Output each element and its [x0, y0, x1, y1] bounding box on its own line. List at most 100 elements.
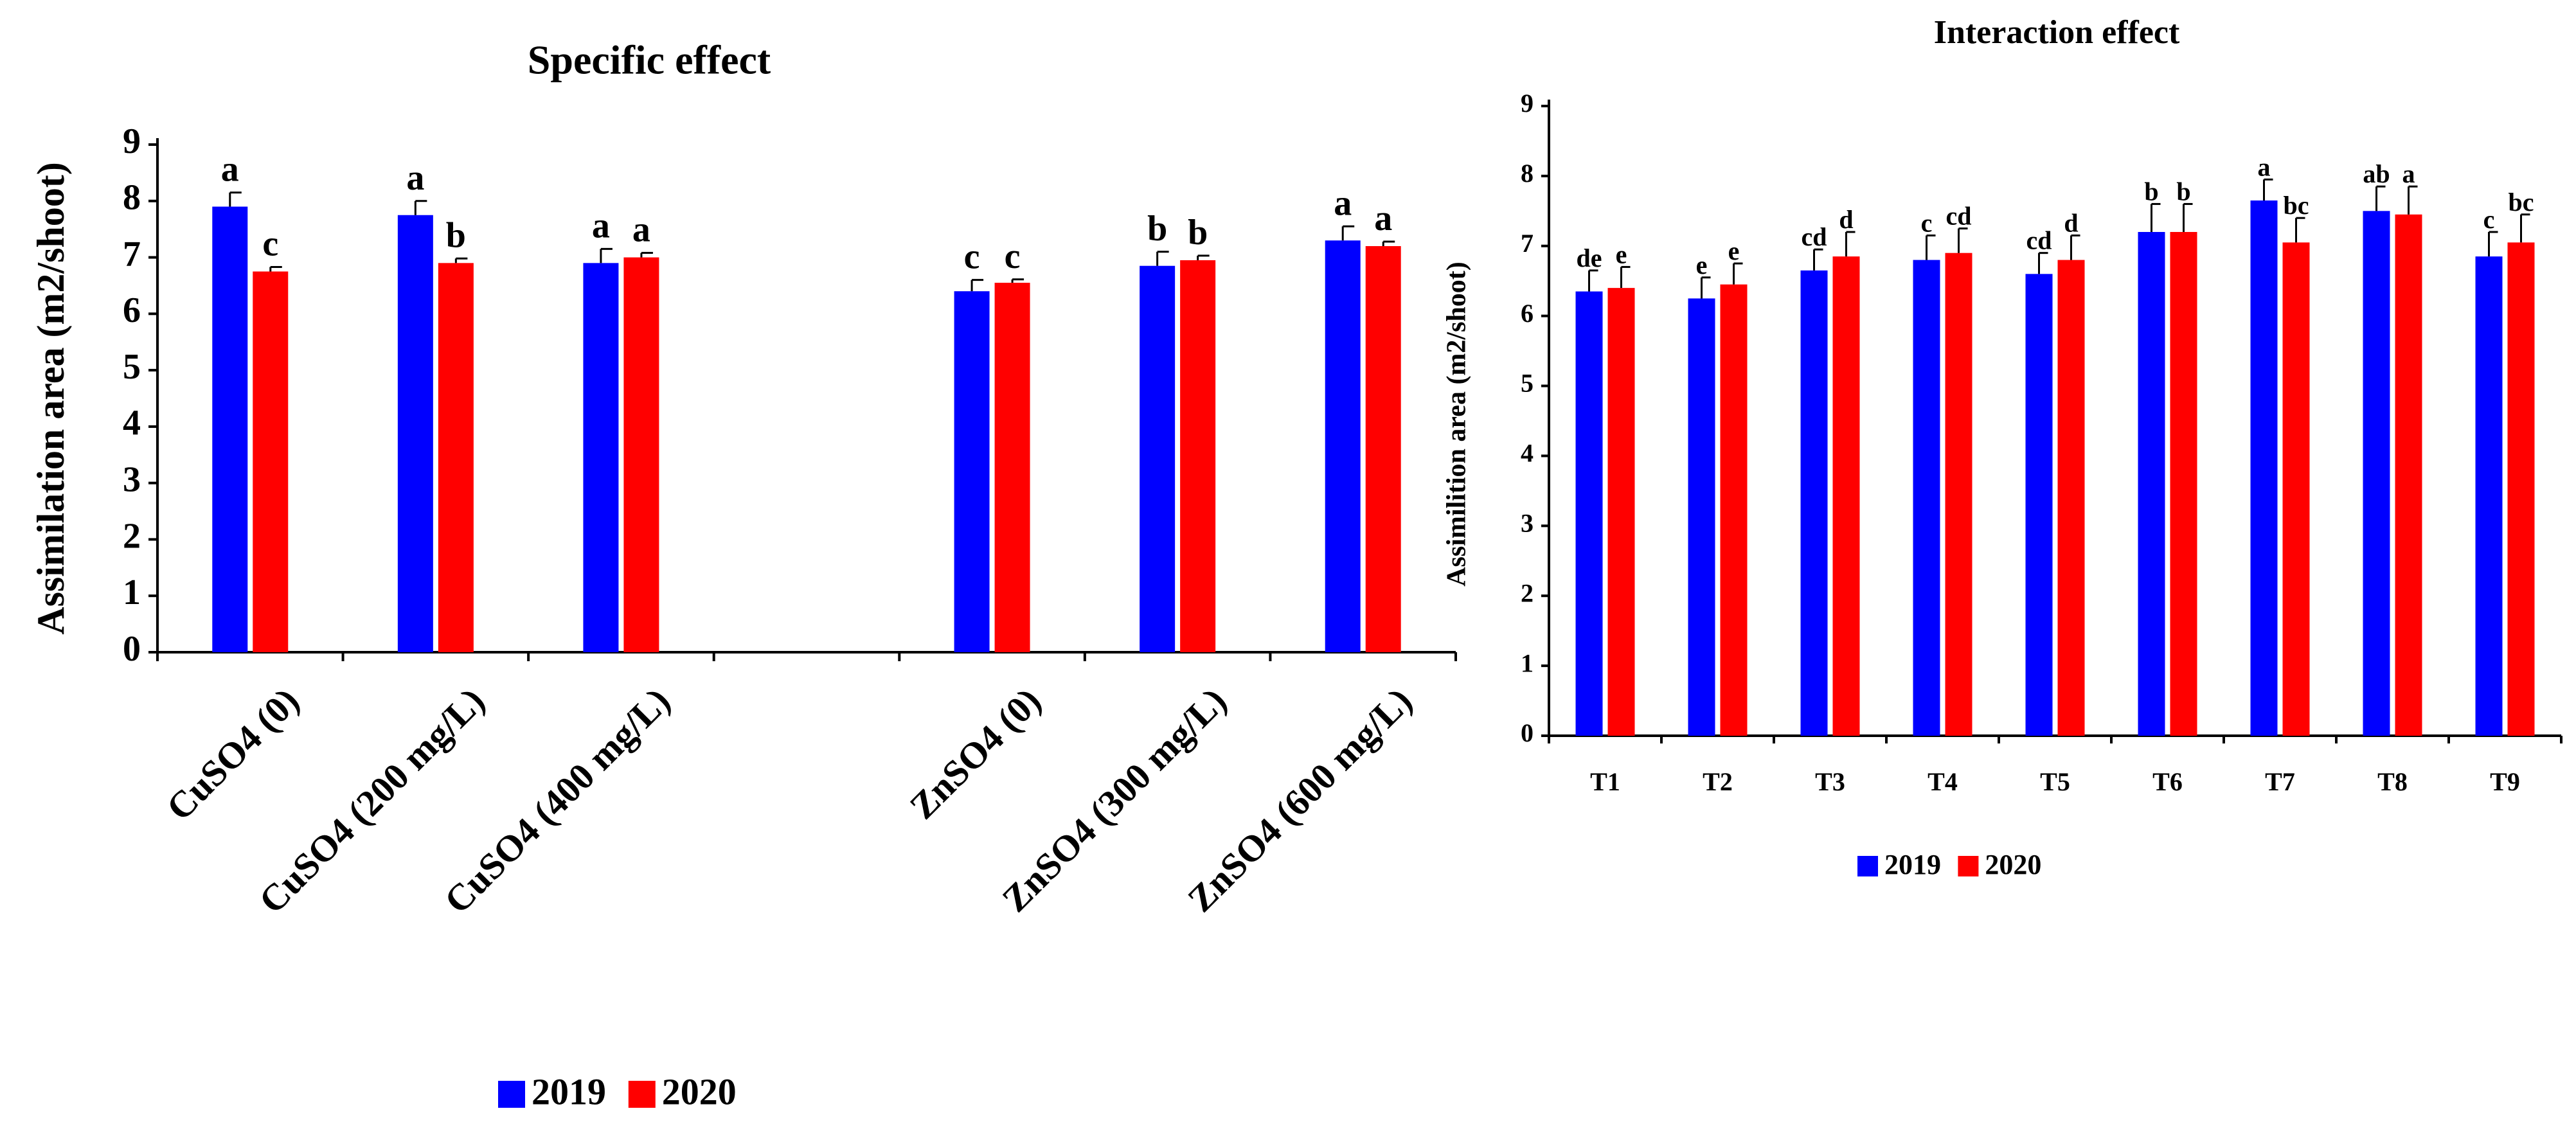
chart-interaction-effect: Interaction effect Assimilition area (m2/…: [1442, 14, 2563, 880]
significance-letter: b: [2144, 177, 2158, 206]
bar-2019-1: [1688, 298, 1715, 736]
significance-letter: c: [1921, 208, 1933, 237]
legend-swatch-2019: [1857, 856, 1878, 876]
category-label: T3: [1815, 767, 1845, 796]
y-tick-label: 0: [123, 629, 141, 669]
significance-letter: b: [1147, 209, 1167, 249]
category-label: CuSO4 (0): [158, 680, 307, 829]
bar-2019-4: [954, 291, 990, 652]
bar-2019-1: [397, 215, 433, 652]
category-label: ZnSO4 (0): [902, 680, 1049, 827]
y-tick-label: 0: [1521, 718, 1534, 747]
bar-2020-0: [253, 271, 289, 652]
category-label: T5: [2040, 767, 2070, 796]
chart-title: Interaction effect: [1934, 14, 2180, 51]
y-tick-label: 5: [1521, 369, 1534, 398]
y-tick-label: 7: [123, 234, 141, 274]
y-tick-label: 3: [123, 460, 141, 500]
chart-title: Specific effect: [528, 37, 771, 83]
y-tick-label: 4: [123, 404, 141, 443]
legend-swatch-2019: [498, 1081, 525, 1108]
y-tick-label: 8: [123, 178, 141, 218]
y-tick-label: 6: [123, 290, 141, 330]
significance-letter: d: [2064, 208, 2078, 237]
y-tick-label: 8: [1521, 159, 1534, 188]
significance-letter: c: [2483, 205, 2495, 234]
bar-2019-2: [1800, 270, 1828, 736]
significance-letter: cd: [1946, 202, 1972, 231]
category-label: T1: [1590, 767, 1620, 796]
bar-2020-3: [1945, 253, 1972, 736]
significance-letter: a: [592, 206, 610, 245]
significance-letter: b: [1188, 213, 1208, 253]
significance-letter: a: [221, 150, 239, 190]
category-label: T9: [2490, 767, 2520, 796]
significance-letter: cd: [1802, 222, 1827, 251]
bar-2019-7: [2363, 211, 2390, 736]
bar-2020-1: [438, 263, 474, 652]
bar-2020-8: [2507, 242, 2535, 736]
legend-swatch-2020: [628, 1081, 656, 1108]
significance-letter: cd: [2026, 226, 2052, 255]
significance-letter: a: [2258, 152, 2271, 181]
legend-label: 2020: [1985, 849, 2041, 880]
bar-2019-5: [2138, 232, 2165, 736]
significance-letter: bc: [2509, 188, 2534, 217]
significance-letter: e: [1616, 240, 1627, 269]
legend-swatch-2020: [1958, 856, 1979, 876]
bar-2019-2: [583, 263, 619, 652]
bar-2019-4: [2025, 274, 2053, 736]
chart-specific-effect: Specific effect Assimilation area (m2/sho…: [30, 37, 1457, 1112]
significance-letter: de: [1577, 244, 1602, 272]
bar-2020-1: [1720, 284, 1748, 736]
bar-2020-4: [994, 283, 1030, 652]
bar-2020-6: [1365, 246, 1401, 652]
significance-letter: c: [964, 237, 980, 277]
significance-letter: b: [2176, 177, 2190, 206]
y-tick-label: 7: [1521, 229, 1534, 258]
y-tick-label: 4: [1521, 439, 1534, 468]
bar-2020-2: [1832, 256, 1860, 736]
significance-letter: b: [446, 215, 466, 255]
significance-letter: a: [2402, 159, 2415, 188]
y-axis-label: Assimilation area (m2/shoot): [30, 162, 72, 635]
bar-2019-8: [2475, 256, 2503, 736]
significance-letter: a: [1374, 199, 1392, 238]
significance-letter: d: [1839, 205, 1853, 234]
bar-2020-4: [2057, 260, 2085, 736]
legend-label: 2019: [1884, 849, 1941, 880]
significance-letter: e: [1728, 236, 1740, 265]
significance-letter: c: [262, 224, 278, 263]
y-tick-label: 9: [1521, 89, 1534, 118]
bar-2020-0: [1607, 288, 1635, 736]
bar-2019-0: [1575, 291, 1603, 736]
category-label: T2: [1703, 767, 1733, 796]
bar-2020-5: [1180, 260, 1216, 652]
bar-2019-6: [1325, 240, 1361, 652]
y-tick-label: 3: [1521, 509, 1534, 538]
category-label: T6: [2152, 767, 2183, 796]
y-tick-label: 2: [123, 516, 141, 556]
y-axis-label: Assimilition area (m2/shoot): [1442, 262, 1472, 587]
y-tick-label: 5: [123, 347, 141, 387]
bar-2019-3: [1913, 260, 1940, 736]
legend-label: 2020: [662, 1071, 737, 1112]
legend-label: 2019: [532, 1071, 606, 1112]
significance-letter: a: [632, 210, 650, 250]
significance-letter: a: [406, 158, 424, 198]
y-tick-label: 2: [1521, 578, 1534, 607]
y-tick-label: 9: [123, 121, 141, 161]
significance-letter: bc: [2284, 191, 2309, 220]
y-tick-label: 1: [1521, 648, 1534, 677]
bar-2020-5: [2170, 232, 2197, 736]
bar-2020-7: [2395, 214, 2422, 736]
category-label: T8: [2377, 767, 2408, 796]
bar-2020-2: [623, 257, 659, 652]
y-tick-label: 6: [1521, 299, 1534, 328]
category-label: T7: [2265, 767, 2295, 796]
category-label: T4: [1928, 767, 1958, 796]
significance-letter: c: [1005, 236, 1021, 276]
y-tick-label: 1: [123, 573, 141, 612]
